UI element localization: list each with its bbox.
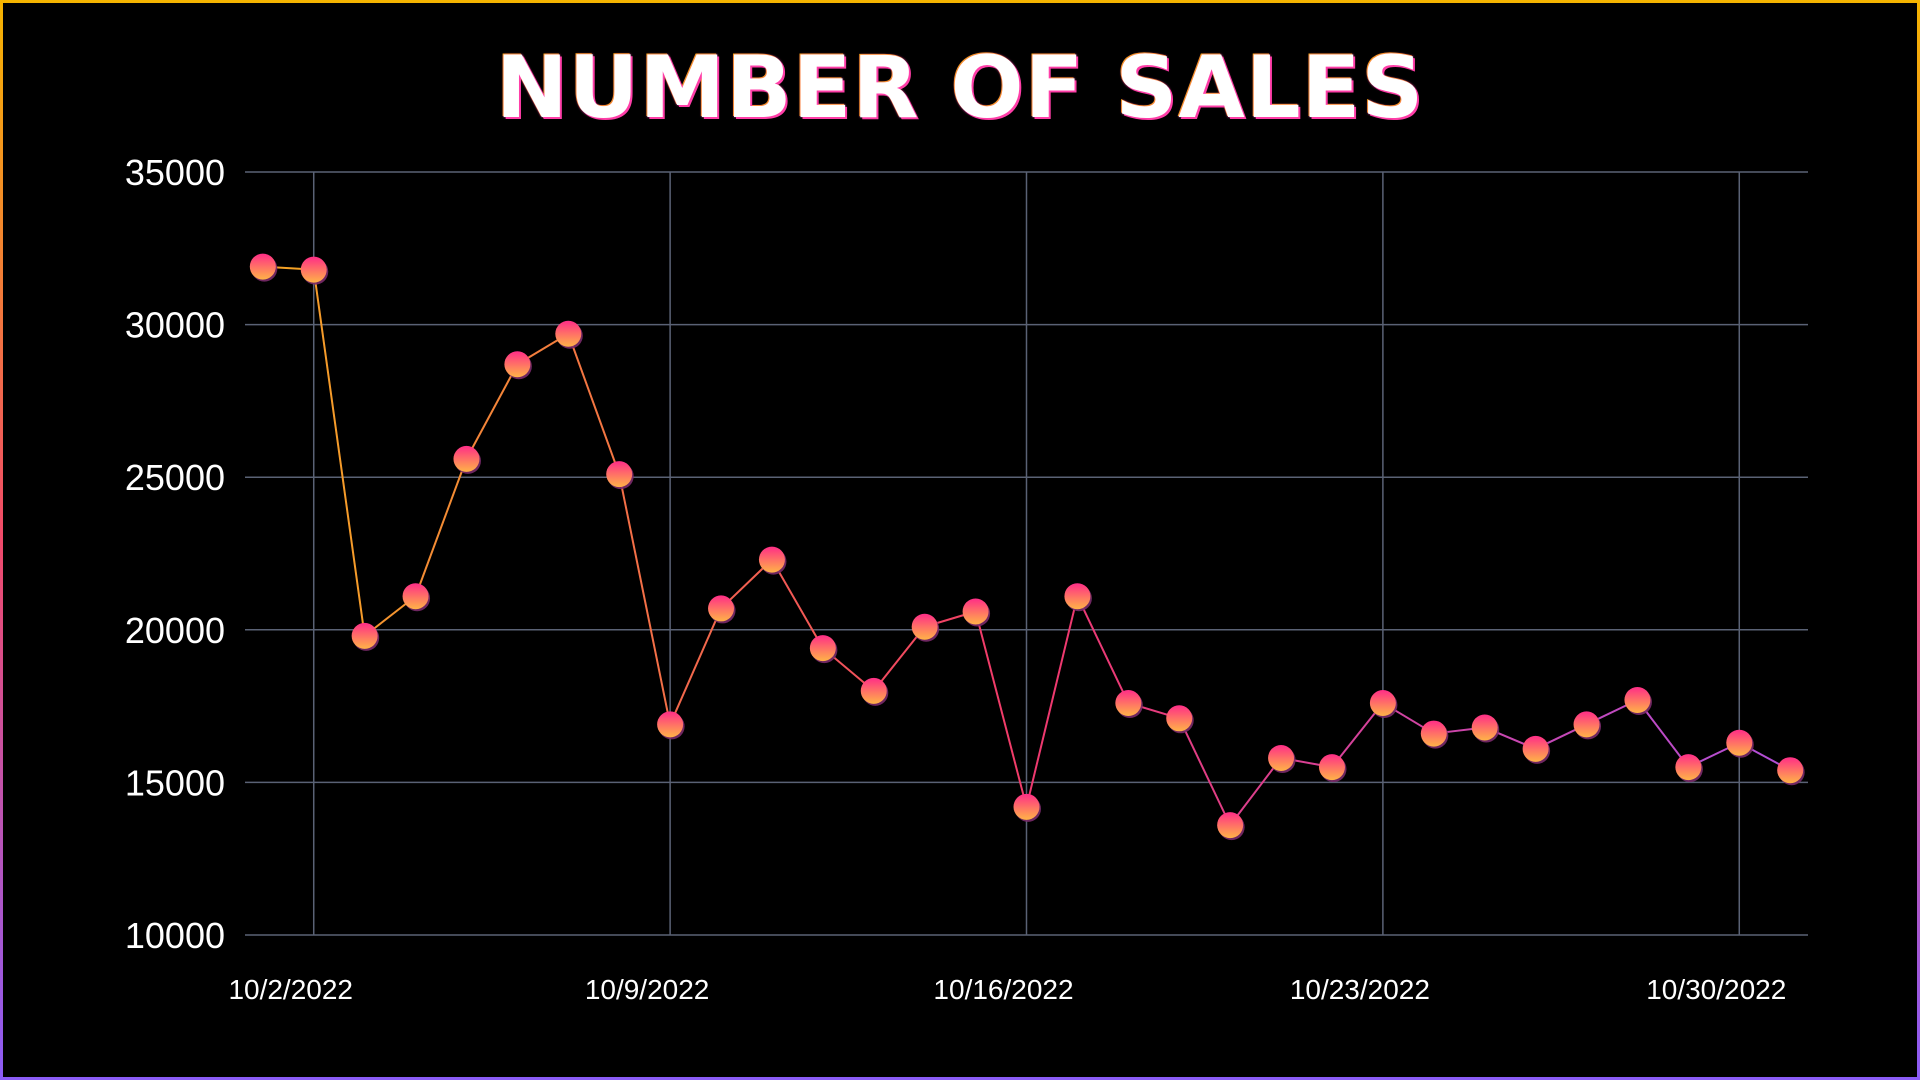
- x-tick-label: 10/2/2022: [228, 974, 353, 1005]
- data-point: [606, 461, 633, 488]
- x-axis-ticks: 10/2/2022 10/9/2022 10/16/2022 10/23/2022 10…: [228, 974, 1786, 1005]
- data-point: [1624, 686, 1651, 713]
- data-point: [1675, 754, 1702, 781]
- data-point: [1115, 690, 1142, 717]
- line-segment: [1076, 595, 1130, 704]
- line-segment: [465, 363, 519, 460]
- data-point: [1573, 711, 1600, 738]
- data-point: [351, 622, 378, 649]
- data-point: [1013, 793, 1040, 820]
- y-tick-label: 35000: [125, 152, 225, 193]
- x-tick-label: 10/9/2022: [585, 974, 710, 1005]
- line-segment: [1025, 595, 1079, 808]
- line-segment: [974, 611, 1028, 808]
- data-point: [1471, 714, 1498, 741]
- x-tick-label: 10/30/2022: [1646, 974, 1786, 1005]
- chart-title: NUMBER OF SALES: [495, 38, 1425, 138]
- data-point: [1777, 757, 1804, 784]
- data-point: [1166, 705, 1193, 732]
- data-point: [402, 583, 429, 610]
- x-tick-label: 10/16/2022: [933, 974, 1073, 1005]
- series-points: [249, 253, 1805, 841]
- data-point: [300, 256, 327, 283]
- line-segment: [618, 473, 672, 725]
- data-point: [1217, 812, 1244, 839]
- line-segment: [1331, 702, 1384, 768]
- data-point: [555, 320, 582, 347]
- data-point: [1318, 754, 1345, 781]
- y-tick-label: 25000: [125, 457, 225, 498]
- data-point: [1420, 720, 1447, 747]
- data-point: [809, 635, 836, 662]
- line-segment: [567, 333, 621, 475]
- data-point: [1369, 690, 1396, 717]
- line-segment: [1178, 717, 1232, 826]
- line-segment: [669, 608, 722, 725]
- grid: [245, 171, 1808, 936]
- data-point: [962, 598, 989, 625]
- line-segment: [872, 626, 926, 692]
- line-segment: [312, 269, 366, 637]
- line-segment: [771, 559, 824, 649]
- data-point: [453, 445, 480, 472]
- y-axis-ticks: 35000 30000 25000 20000 15000 10000: [125, 152, 225, 956]
- line-segment: [414, 458, 468, 597]
- y-tick-label: 20000: [125, 610, 225, 651]
- data-point: [1522, 735, 1549, 762]
- data-point: [860, 677, 887, 704]
- data-point: [911, 613, 938, 640]
- data-point: [758, 546, 785, 573]
- y-tick-label: 15000: [125, 762, 225, 803]
- data-point: [708, 595, 735, 622]
- y-tick-label: 30000: [125, 305, 225, 346]
- y-tick-label: 10000: [125, 915, 225, 956]
- x-tick-label: 10/23/2022: [1290, 974, 1430, 1005]
- data-point: [1268, 744, 1295, 771]
- data-point: [657, 711, 684, 738]
- line-segment: [1229, 757, 1282, 826]
- data-point: [504, 351, 531, 378]
- data-point: [249, 253, 276, 280]
- data-point: [1726, 729, 1753, 756]
- data-point: [1064, 583, 1091, 610]
